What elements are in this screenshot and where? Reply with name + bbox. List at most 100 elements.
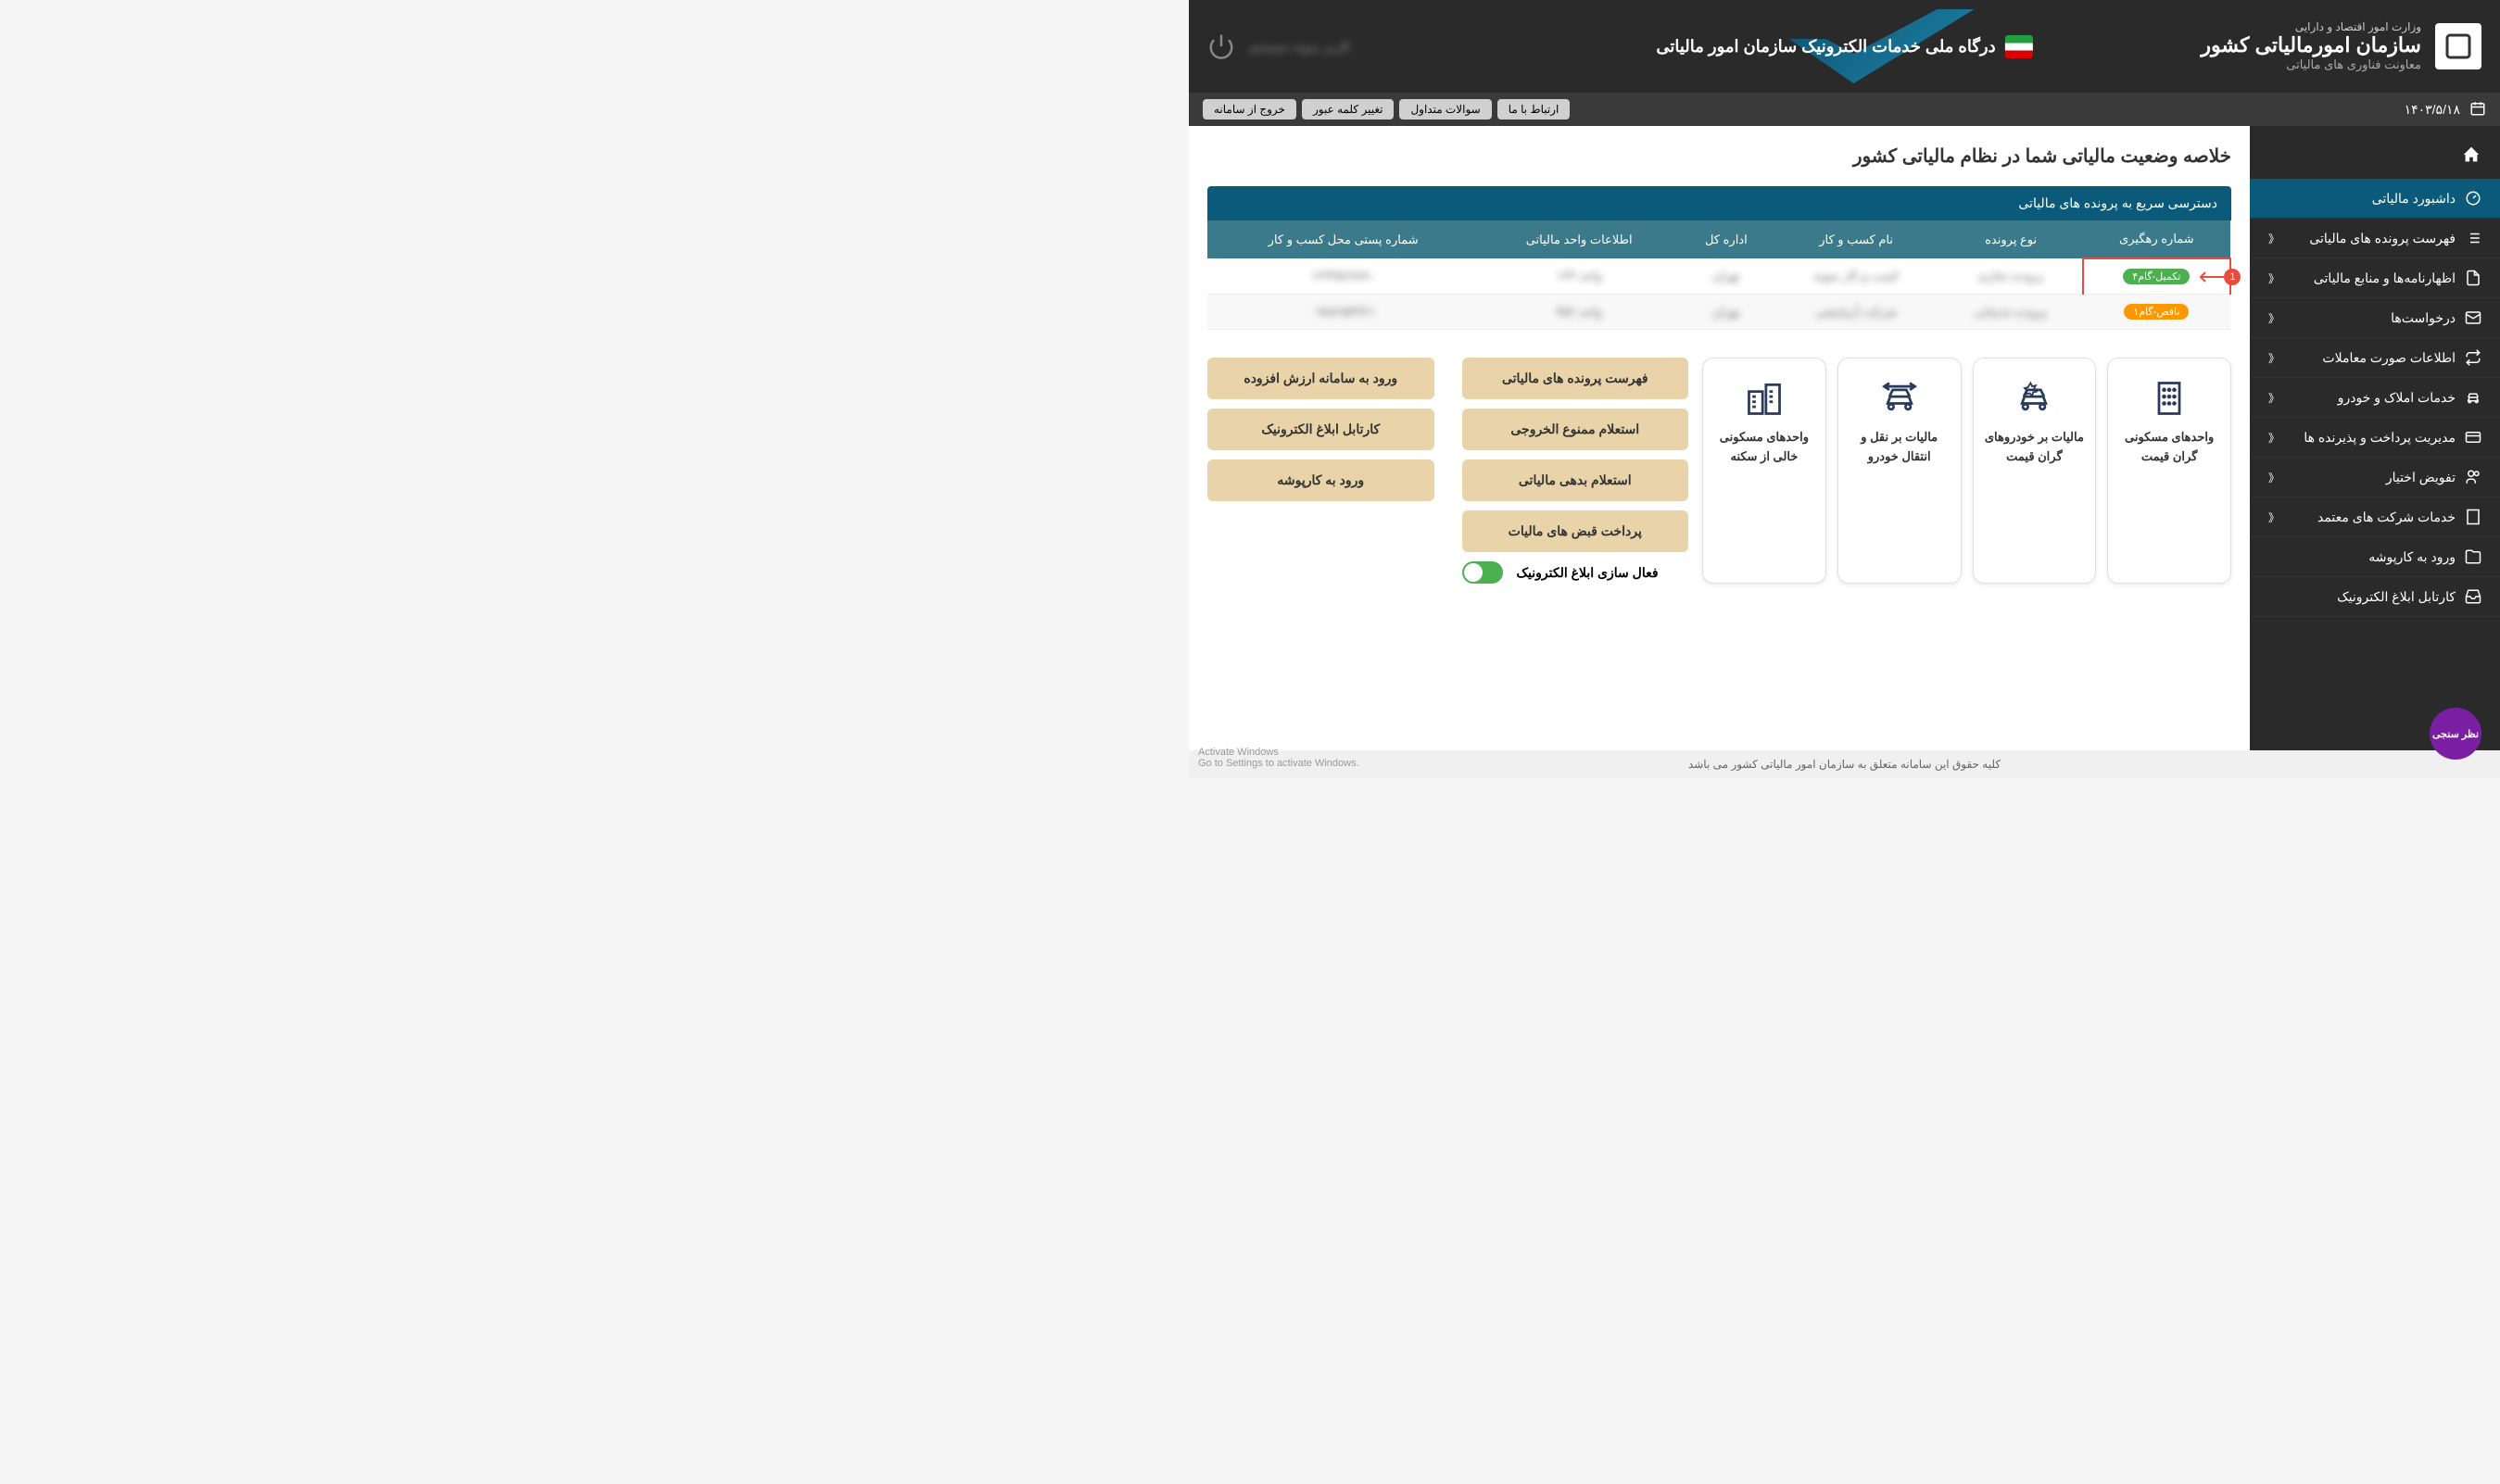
faq-button[interactable]: سوالات متداول <box>1399 99 1491 119</box>
service-card-label: واحدهای مسکونی گران قیمت <box>2117 428 2221 467</box>
sidebar-item-label: تفویض اختیار <box>2386 470 2456 485</box>
sidebar-item-7[interactable]: تفویض اختیار《 <box>2250 458 2500 497</box>
user-name: کاربر نمونه سیستم <box>1249 39 1351 55</box>
sidebar-item-4[interactable]: اطلاعات صورت معاملات 《 <box>2250 338 2500 378</box>
sidebar-item-label: اظهارنامه‌ها و منابع مالیاتی <box>2314 270 2456 286</box>
card-icon <box>2465 429 2481 446</box>
inbox-icon <box>2465 588 2481 605</box>
sidebar-item-10[interactable]: کارتابل ابلاغ الکترونیک <box>2250 577 2500 617</box>
survey-button[interactable]: نظر سنجی <box>2430 708 2481 760</box>
service-card-label: مالیات بر نقل و انتقال خودرو <box>1848 428 1951 467</box>
table-cell-value: واحد ۱۲۳ <box>1556 269 1601 283</box>
action-button[interactable]: استعلام ممنوع الخروجی <box>1462 409 1689 450</box>
status-badge: ناقص-گام۱ <box>2124 304 2189 320</box>
action-button[interactable]: ورود به کارپوشه <box>1207 459 1434 501</box>
chevron-left-icon: 《 <box>2268 310 2279 326</box>
iran-flag-icon <box>2005 35 2033 58</box>
service-card[interactable]: واحدهای مسکونی گران قیمت <box>2107 358 2231 584</box>
action-button[interactable]: ورود به سامانه ارزش افزوده <box>1207 358 1434 399</box>
table-cell-value: تهران <box>1712 305 1740 319</box>
main-header: وزارت امور اقتصاد و دارایی سازمان امورما… <box>1189 0 2500 93</box>
sidebar-item-2[interactable]: اظهارنامه‌ها و منابع مالیاتی 《 <box>2250 258 2500 298</box>
buildings-icon <box>1712 377 1816 419</box>
toggle-label: فعال سازی ابلاغ الکترونیک <box>1517 565 1659 581</box>
action-button[interactable]: فهرست پرونده های مالیاتی <box>1462 358 1689 399</box>
sidebar-item-1[interactable]: فهرست پرونده های مالیاتی《 <box>2250 219 2500 258</box>
table-cell-value: کسب و کار نمونه <box>1813 269 1900 283</box>
sidebar-item-label: فهرست پرونده های مالیاتی <box>2309 231 2456 246</box>
ministry-label: وزارت امور اقتصاد و دارایی <box>2201 20 2421 33</box>
service-card[interactable]: مالیات بر نقل و انتقال خودرو <box>1837 358 1962 584</box>
notification-toggle[interactable] <box>1462 561 1503 584</box>
chevron-left-icon: 《 <box>2268 350 2279 366</box>
watermark-line1: Activate Windows <box>1198 747 1359 758</box>
sidebar-item-0[interactable]: داشبورد مالیاتی <box>2250 179 2500 219</box>
footer: کلیه حقوق این سامانه متعلق به سازمان امو… <box>1189 750 2500 778</box>
copyright-text: کلیه حقوق این سامانه متعلق به سازمان امو… <box>1688 758 2001 771</box>
table-column-header: نوع پرونده <box>1939 220 2083 258</box>
gauge-icon <box>2465 190 2481 207</box>
annotation-number: 1 <box>2224 269 2241 285</box>
org-logo-icon <box>2435 23 2481 69</box>
service-card[interactable]: واحدهای مسکونی خالی از سکنه <box>1702 358 1826 584</box>
car-icon <box>2465 389 2481 406</box>
table-cell-value: تهران <box>1712 269 1740 283</box>
logout-button[interactable]: خروج از سامانه <box>1203 99 1296 119</box>
action-button[interactable]: استعلام بدهی مالیاتی <box>1462 459 1689 501</box>
main-content: خلاصه وضعیت مالیاتی شما در نظام مالیاتی … <box>1189 126 2250 750</box>
table-row[interactable]: ناقص-گام۱ پرونده خدماتی شرکت آزمایشی تهران و… <box>1207 295 2230 330</box>
service-card[interactable]: مالیات بر خودروهای گران قیمت <box>1973 358 2097 584</box>
service-card-label: واحدهای مسکونی خالی از سکنه <box>1712 428 1816 467</box>
list-icon <box>2465 230 2481 246</box>
tracking-cell[interactable]: ناقص-گام۱ <box>2083 295 2230 330</box>
topbar: ۱۴۰۳/۵/۱۸ ارتباط با ما سوالات متداول تغی… <box>1189 93 2500 126</box>
watermark-line2: Go to Settings to activate Windows. <box>1198 758 1359 769</box>
sidebar-item-8[interactable]: خدمات شرکت های معتمد《 <box>2250 497 2500 537</box>
table-column-header: اطلاعات واحد مالیاتی <box>1479 220 1679 258</box>
dept-name: معاونت فناوری های مالیاتی <box>2201 57 2421 72</box>
sidebar-item-6[interactable]: مدیریت پرداخت و پذیرنده ها 《 <box>2250 418 2500 458</box>
toggle-row: فعال سازی ابلاغ الکترونیک <box>1462 561 1689 584</box>
home-icon[interactable] <box>2250 135 2500 179</box>
table-column-header: شماره پستی محل کسب و کار <box>1207 220 1479 258</box>
table-row[interactable]: 1تکمیل-گام۴پرونده تجاریکسب و کار نمونهته… <box>1207 258 2230 295</box>
header-user-area: کاربر نمونه سیستم <box>1207 32 1351 60</box>
sidebar-item-3[interactable]: درخواست‌ها《 <box>2250 298 2500 338</box>
calendar-icon <box>2469 100 2486 119</box>
sidebar-item-9[interactable]: ورود به کارپوشه <box>2250 537 2500 577</box>
toggle-knob <box>1464 563 1483 582</box>
table-cell-value: پرونده خدماتی <box>1975 305 2047 319</box>
page-title: خلاصه وضعیت مالیاتی شما در نظام مالیاتی … <box>1207 145 2231 168</box>
current-date: ۱۴۰۳/۵/۱۸ <box>2405 102 2460 118</box>
action-button[interactable]: پرداخت قبض های مالیات <box>1462 510 1689 552</box>
chevron-left-icon: 《 <box>2268 270 2279 286</box>
chevron-left-icon: 《 <box>2268 390 2279 406</box>
envelope-icon <box>2465 309 2481 326</box>
sidebar-item-label: اطلاعات صورت معاملات <box>2322 350 2456 366</box>
table-cell-value: واحد ۴۵۶ <box>1556 305 1601 319</box>
users-icon <box>2465 469 2481 485</box>
portal-title: درگاه ملی خدمات الکترونیک سازمان امور ما… <box>1656 37 1995 57</box>
car-star-icon <box>1983 377 2087 419</box>
table-cell-value: شرکت آزمایشی <box>1815 305 1897 319</box>
table-column-header: نام کسب و کار <box>1774 220 1939 258</box>
sidebar-item-label: خدمات شرکت های معتمد <box>2317 509 2456 525</box>
date-display: ۱۴۰۳/۵/۱۸ <box>2405 100 2486 119</box>
windows-watermark: Activate Windows Go to Settings to activ… <box>1198 747 1359 769</box>
sidebar-item-5[interactable]: خدمات املاک و خودرو《 <box>2250 378 2500 418</box>
action-button[interactable]: کارتابل ابلاغ الکترونیک <box>1207 409 1434 450</box>
sidebar-item-label: ورود به کارپوشه <box>2368 549 2456 565</box>
contact-button[interactable]: ارتباط با ما <box>1497 99 1571 119</box>
sidebar-item-label: مدیریت پرداخت و پذیرنده ها <box>2304 430 2456 446</box>
changepass-button[interactable]: تغییر کلمه عبور <box>1302 99 1395 119</box>
table-cell-value: ۱۲۳۴۵۶۷۸۹۰ <box>1311 269 1376 283</box>
building-icon <box>2465 509 2481 525</box>
power-icon[interactable] <box>1207 32 1235 60</box>
tracking-cell[interactable]: 1تکمیل-گام۴ <box>2083 258 2230 295</box>
tax-files-table: شماره رهگیرینوع پروندهنام کسب و کاراداره… <box>1207 220 2231 330</box>
service-card-label: مالیات بر خودروهای گران قیمت <box>1983 428 2087 467</box>
chevron-left-icon: 《 <box>2268 430 2279 446</box>
doc-icon <box>2465 270 2481 286</box>
car-transfer-icon <box>1848 377 1951 419</box>
org-name: سازمان امورمالیاتی کشور <box>2201 33 2421 57</box>
